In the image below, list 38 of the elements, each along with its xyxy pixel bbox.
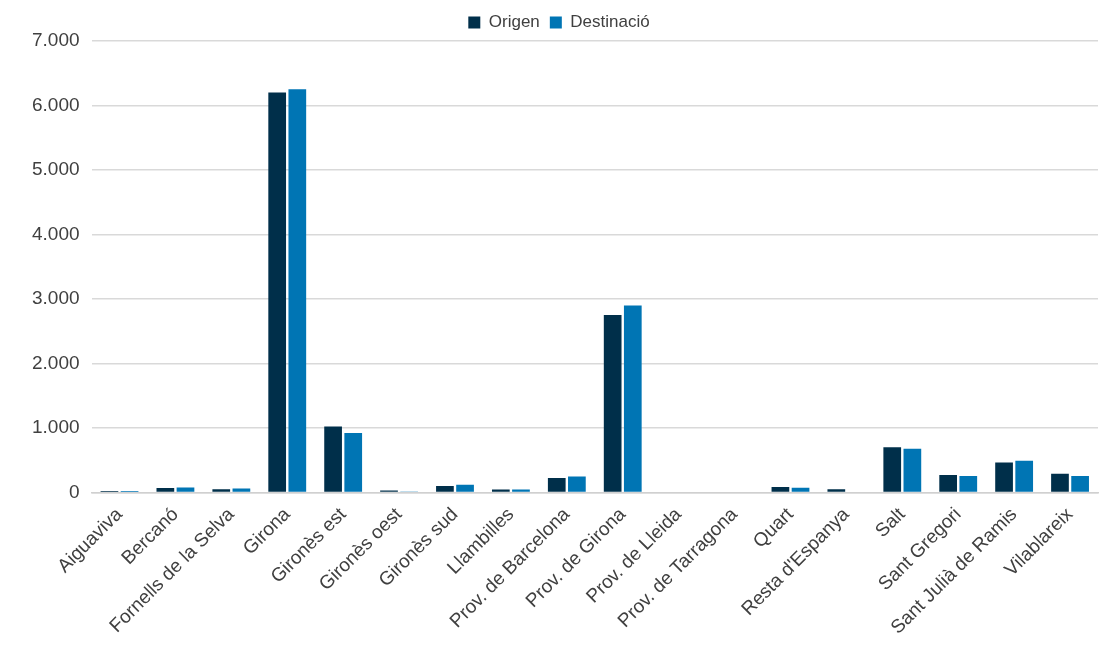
bar (512, 489, 530, 492)
bar (212, 489, 231, 492)
bar (156, 487, 175, 492)
bar (1015, 460, 1034, 492)
bar (791, 487, 810, 492)
y-tick-label: 1.000 (32, 416, 80, 438)
bar (232, 488, 251, 492)
y-tick-label: 5.000 (32, 158, 80, 180)
bar (491, 489, 510, 492)
bar (344, 433, 363, 492)
bar (883, 447, 902, 492)
bar (827, 489, 846, 492)
y-tick-label: 2.000 (32, 351, 80, 373)
bar (568, 476, 586, 492)
bar (456, 484, 474, 492)
bar (324, 426, 342, 492)
bar (623, 305, 642, 492)
bar (603, 315, 622, 492)
bar (1071, 475, 1089, 492)
bar (1051, 473, 1069, 492)
bar (436, 485, 454, 492)
bar (547, 477, 566, 492)
bar (939, 474, 958, 492)
x-tick-label: Salt (870, 502, 910, 542)
legend-label: Destinació (570, 12, 650, 32)
bar (288, 89, 307, 492)
bar (995, 462, 1013, 492)
bar (903, 448, 922, 492)
legend-label: Origen (488, 12, 540, 32)
y-tick-label: 6.000 (32, 93, 80, 115)
bar (268, 92, 287, 492)
y-tick-label: 0 (68, 480, 80, 502)
bar (176, 487, 195, 492)
y-tick-label: 4.000 (32, 222, 80, 244)
bar (959, 475, 978, 492)
y-tick-label: 3.000 (32, 287, 80, 309)
bar (771, 486, 790, 492)
y-tick-label: 7.000 (32, 29, 80, 51)
